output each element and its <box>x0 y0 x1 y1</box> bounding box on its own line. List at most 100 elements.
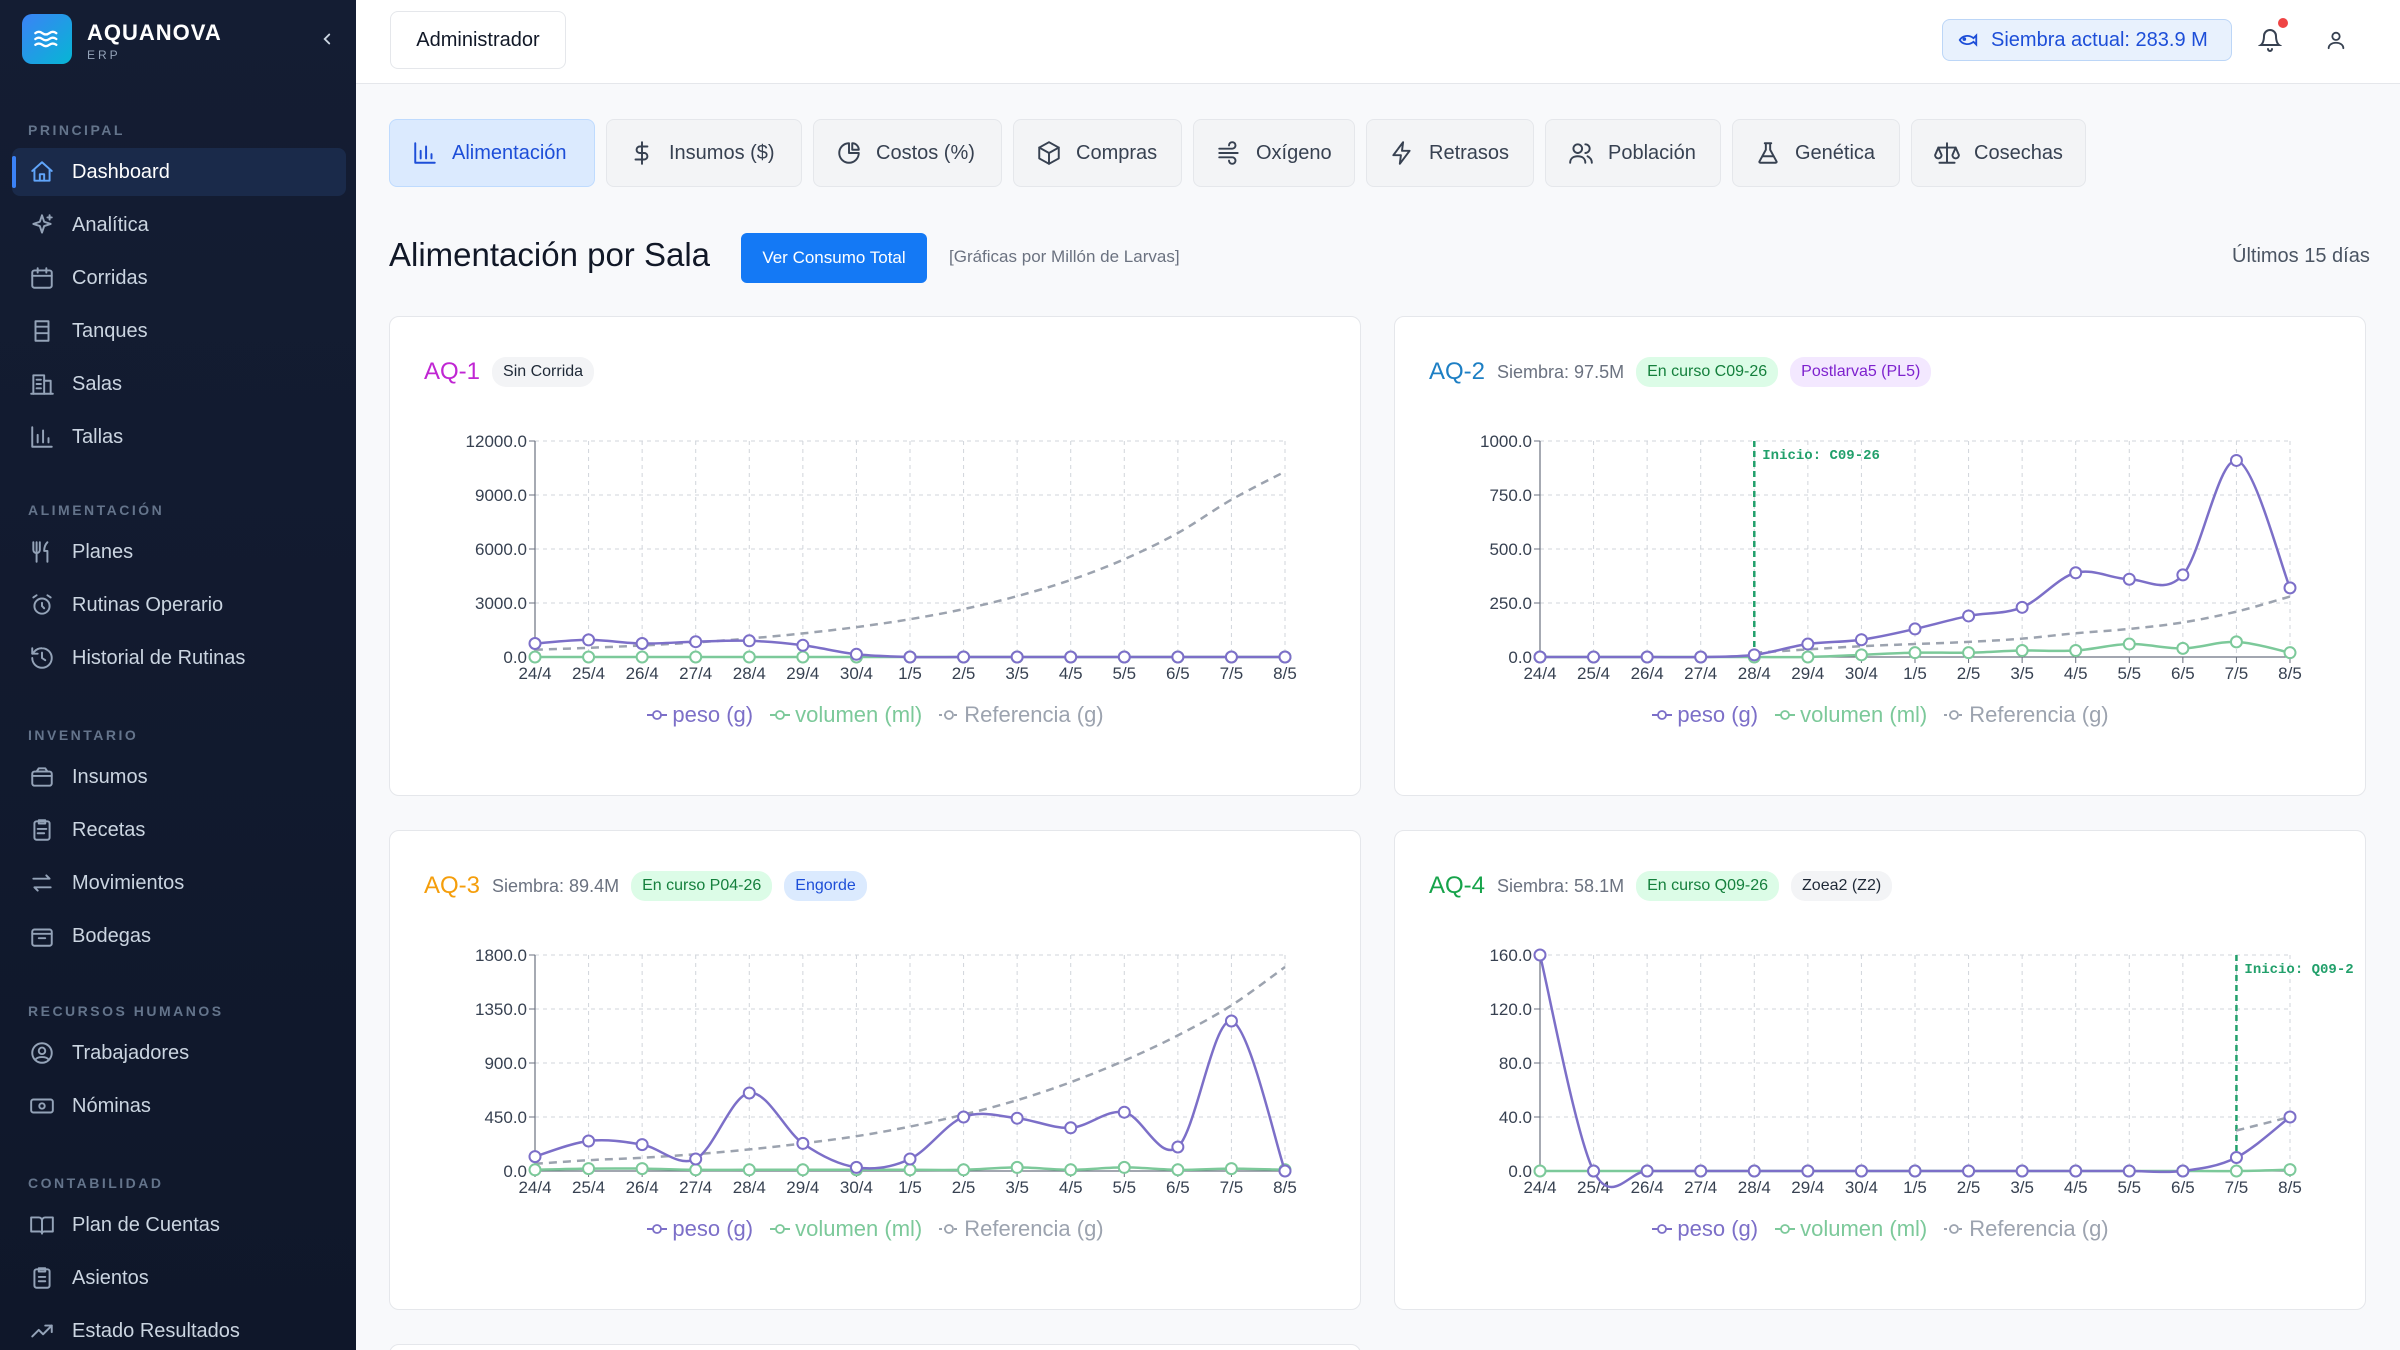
legend-item-referencia[interactable]: Referencia (g) <box>938 1216 1104 1242</box>
data-point-peso <box>2069 566 2083 580</box>
sidebar-item-plan-de-cuentas[interactable]: Plan de Cuentas <box>12 1201 346 1249</box>
tab-alimentación[interactable]: Alimentación <box>389 119 595 187</box>
ver-consumo-total-button[interactable]: Ver Consumo Total <box>741 233 927 283</box>
data-point-volumen <box>742 1163 756 1177</box>
x-tick-label: 28/4 <box>1738 1178 1771 1197</box>
legend-item-referencia[interactable]: Referencia (g) <box>1943 1216 2109 1242</box>
legend-item-peso[interactable]: peso (g) <box>1651 1216 1758 1242</box>
x-tick-label: 2/5 <box>952 664 976 683</box>
data-point-peso <box>1747 1164 1761 1178</box>
user-menu-button[interactable] <box>2318 22 2354 58</box>
data-point-volumen <box>582 650 596 664</box>
data-point-peso <box>1117 1105 1131 1119</box>
x-tick-label: 4/5 <box>1059 1178 1083 1197</box>
sidebar-item-nóminas[interactable]: Nóminas <box>12 1082 346 1130</box>
x-tick-label: 27/4 <box>679 664 712 683</box>
waves-logo-icon <box>22 14 72 64</box>
tab-cosechas[interactable]: Cosechas <box>1911 119 2086 187</box>
sidebar-item-bodegas[interactable]: Bodegas <box>12 912 346 960</box>
sidebar-item-label: Trabajadores <box>72 1041 190 1064</box>
x-tick-label: 2/5 <box>1957 1178 1981 1197</box>
card-header: AQ-3 Siembra: 89.4M En curso P04-26 Engorde <box>424 869 879 903</box>
notifications-button[interactable] <box>2252 18 2288 58</box>
sidebar-item-dashboard[interactable]: Dashboard <box>12 148 346 196</box>
sidebar-item-tanques[interactable]: Tanques <box>12 307 346 355</box>
data-point-peso <box>903 1152 917 1166</box>
series-line-peso <box>1540 459 2292 659</box>
legend-label: Referencia (g) <box>1969 702 2109 727</box>
data-point-peso <box>796 638 810 652</box>
tab-label: Retrasos <box>1429 141 1510 164</box>
data-point-peso <box>1854 633 1868 647</box>
sidebar-item-recetas[interactable]: Recetas <box>12 806 346 854</box>
chart-legend: peso (g) volumen (ml) Referencia (g) <box>1395 702 2365 728</box>
tab-retrasos[interactable]: Retrasos <box>1366 119 1534 187</box>
data-point-volumen <box>1010 1160 1024 1174</box>
sidebar-item-salas[interactable]: Salas <box>12 360 346 408</box>
clipboard-icon <box>28 816 56 844</box>
data-point-volumen <box>1224 1162 1238 1176</box>
legend-item-volumen[interactable]: volumen (ml) <box>1774 702 1927 728</box>
tab-insumos[interactable]: Insumos ($) <box>606 119 802 187</box>
y-tick-label: 80.0 <box>1499 1054 1532 1073</box>
tab-oxígeno[interactable]: Oxígeno <box>1193 119 1355 187</box>
data-point-volumen <box>2122 637 2136 651</box>
sidebar-item-historial-de-rutinas[interactable]: Historial de Rutinas <box>12 634 346 682</box>
chart-legend: peso (g) volumen (ml) Referencia (g) <box>390 1216 1360 1242</box>
x-tick-label: 7/5 <box>1220 664 1244 683</box>
y-tick-label: 0.0 <box>1508 1162 1532 1181</box>
sidebar-item-movimientos[interactable]: Movimientos <box>12 859 346 907</box>
sidebar-item-planes[interactable]: Planes <box>12 528 346 576</box>
legend-label: Referencia (g) <box>964 702 1104 727</box>
sidebar-item-asientos[interactable]: Asientos <box>12 1254 346 1302</box>
pie-chart-icon <box>836 140 862 166</box>
tab-genética[interactable]: Genética <box>1732 119 1900 187</box>
brand: AQUANOVA ERP <box>22 14 334 66</box>
data-point-peso <box>1224 650 1238 664</box>
legend-item-peso[interactable]: peso (g) <box>1651 702 1758 728</box>
user-circle-icon <box>31 1042 53 1064</box>
role-button[interactable]: Administrador <box>390 11 566 69</box>
collapse-sidebar-button[interactable] <box>312 24 342 54</box>
legend-item-referencia[interactable]: Referencia (g) <box>1943 702 2109 728</box>
data-point-peso <box>2015 600 2029 614</box>
data-point-peso <box>528 1150 542 1164</box>
data-point-peso <box>1064 1121 1078 1135</box>
sidebar-item-tallas[interactable]: Tallas <box>12 413 346 461</box>
legend-item-referencia[interactable]: Referencia (g) <box>938 702 1104 728</box>
data-point-volumen <box>1533 1164 1547 1178</box>
building-icon <box>30 374 54 395</box>
legend-item-peso[interactable]: peso (g) <box>646 702 753 728</box>
bar-chart-icon <box>414 142 436 164</box>
data-point-volumen <box>2176 641 2190 655</box>
data-point-volumen <box>1801 650 1815 664</box>
sidebar-item-insumos[interactable]: Insumos <box>12 753 346 801</box>
tab-compras[interactable]: Compras <box>1013 119 1182 187</box>
y-tick-label: 40.0 <box>1499 1108 1532 1127</box>
sidebar-item-corridas[interactable]: Corridas <box>12 254 346 302</box>
series-line-peso <box>534 1019 1287 1172</box>
line-chart: 0.0 40.0 80.0 120.0 160.0 24/4 25/4 26/4 27/4 28/… <box>1489 946 2353 1197</box>
utensils-icon <box>28 538 56 566</box>
legend-marker-icon <box>1775 710 1796 720</box>
data-point-volumen <box>2069 644 2083 658</box>
series-line-peso <box>1538 954 2291 1189</box>
tab-población[interactable]: Población <box>1545 119 1721 187</box>
sidebar-item-trabajadores[interactable]: Trabajadores <box>12 1029 346 1077</box>
bell-icon <box>2258 29 2282 52</box>
warehouse-icon <box>31 928 53 947</box>
legend-item-volumen[interactable]: volumen (ml) <box>769 1216 922 1242</box>
legend-item-volumen[interactable]: volumen (ml) <box>769 702 922 728</box>
tab-label: Población <box>1608 141 1696 164</box>
sidebar-item-rutinas-operario[interactable]: Rutinas Operario <box>12 581 346 629</box>
legend-item-peso[interactable]: peso (g) <box>646 1216 753 1242</box>
flask-icon <box>1758 142 1778 164</box>
notification-dot <box>2278 18 2288 28</box>
sidebar-item-analítica[interactable]: Analítica <box>12 201 346 249</box>
wind-icon <box>1216 140 1242 166</box>
sidebar-item-estado-resultados[interactable]: Estado Resultados <box>12 1307 346 1350</box>
legend-item-volumen[interactable]: volumen (ml) <box>1774 1216 1927 1242</box>
tab-costos[interactable]: Costos (%) <box>813 119 1002 187</box>
x-tick-label: 25/4 <box>1577 664 1610 683</box>
x-tick-label: 5/5 <box>2117 1178 2141 1197</box>
